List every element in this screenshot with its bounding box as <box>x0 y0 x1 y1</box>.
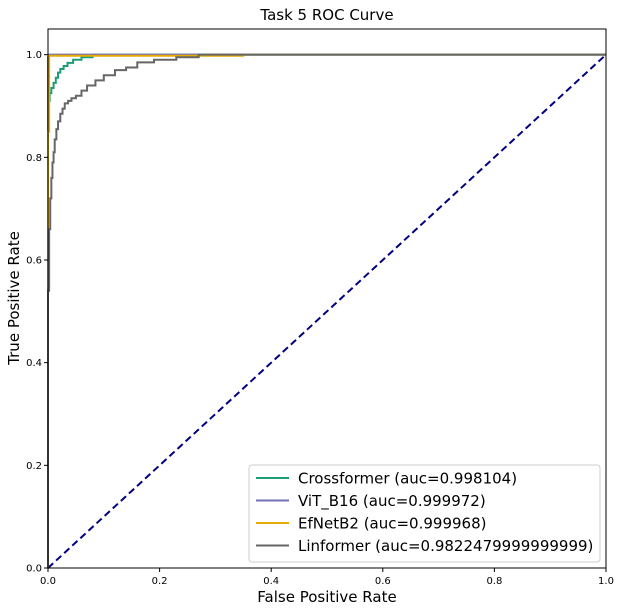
legend-label-2: EfNetB2 (auc=0.999968) <box>298 515 486 533</box>
x-tick-label: 0.4 <box>263 576 279 587</box>
legend-label-0: Crossformer (auc=0.998104) <box>298 470 517 488</box>
y-tick-label: 0.2 <box>26 461 42 472</box>
x-tick-label: 1.0 <box>598 576 614 587</box>
chart-title: Task 5 ROC Curve <box>259 6 393 24</box>
y-tick-label: 0.6 <box>26 256 42 267</box>
series-line-0 <box>47 53 606 568</box>
x-axis-title: False Positive Rate <box>257 588 396 606</box>
x-tick-label: 0.8 <box>486 576 502 587</box>
y-tick-label: 0.8 <box>26 153 42 164</box>
y-tick-label: 1.0 <box>26 50 42 61</box>
x-tick-label: 0.0 <box>40 576 56 587</box>
legend: Crossformer (auc=0.998104) ViT_B16 (auc=0… <box>248 464 601 563</box>
legend-box <box>248 464 601 563</box>
x-tick-label: 0.6 <box>375 576 391 587</box>
legend-label-3: Linformer (auc=0.9822479999999999) <box>298 537 593 555</box>
plot-frame <box>47 28 607 569</box>
x-tick-label: 0.2 <box>152 576 168 587</box>
y-tick-label: 0.0 <box>26 564 42 575</box>
legend-label-1: ViT_B16 (auc=0.999972) <box>298 492 486 511</box>
y-tick-label: 0.4 <box>26 358 42 369</box>
reference-diagonal-line <box>47 53 607 569</box>
series-line-3 <box>47 53 606 568</box>
axis-ticks: 0.0 0.2 0.4 0.6 0.8 1.0 0.0 0.2 0.4 0.6 0.8 1.0 <box>26 50 614 587</box>
y-axis-title: True Positive Rate <box>5 231 23 366</box>
